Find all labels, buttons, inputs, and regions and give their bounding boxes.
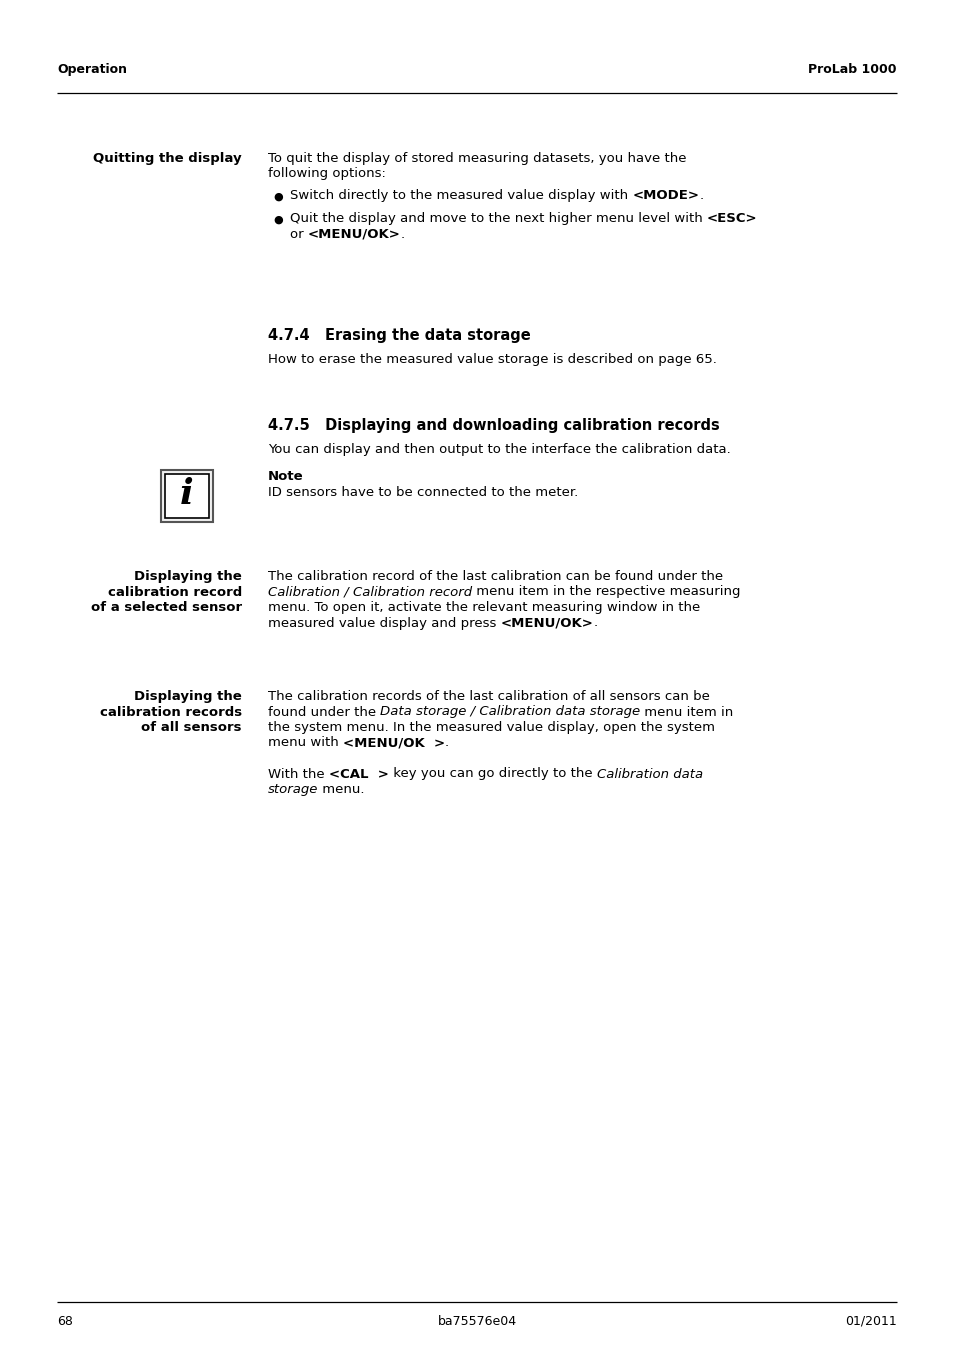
Text: storage: storage bbox=[268, 784, 318, 796]
Text: key you can go directly to the: key you can go directly to the bbox=[388, 767, 596, 781]
Text: <MENU/OK  >: <MENU/OK > bbox=[343, 736, 445, 750]
Text: .: . bbox=[699, 189, 702, 203]
Text: <CAL  >: <CAL > bbox=[329, 767, 388, 781]
Text: the system menu. In the measured value display, open the system: the system menu. In the measured value d… bbox=[268, 721, 714, 734]
Text: <MENU/OK>: <MENU/OK> bbox=[308, 228, 400, 240]
Text: ba75576e04: ba75576e04 bbox=[437, 1315, 516, 1328]
Text: <ESC>: <ESC> bbox=[706, 212, 757, 226]
Text: 4.7.4   Erasing the data storage: 4.7.4 Erasing the data storage bbox=[268, 328, 530, 343]
Text: ●: ● bbox=[273, 192, 282, 201]
Text: Quit the display and move to the next higher menu level with: Quit the display and move to the next hi… bbox=[290, 212, 706, 226]
Text: Calibration / Calibration record: Calibration / Calibration record bbox=[268, 585, 472, 598]
Text: ●: ● bbox=[273, 215, 282, 224]
Text: menu with: menu with bbox=[268, 736, 343, 750]
Text: Calibration data: Calibration data bbox=[596, 767, 702, 781]
FancyBboxPatch shape bbox=[165, 474, 209, 517]
Text: <MENU/OK>: <MENU/OK> bbox=[500, 616, 593, 630]
Text: 68: 68 bbox=[57, 1315, 72, 1328]
Text: Switch directly to the measured value display with: Switch directly to the measured value di… bbox=[290, 189, 632, 203]
Text: The calibration record of the last calibration can be found under the: The calibration record of the last calib… bbox=[268, 570, 722, 584]
Text: menu item in: menu item in bbox=[639, 705, 733, 719]
Text: menu. To open it, activate the relevant measuring window in the: menu. To open it, activate the relevant … bbox=[268, 601, 700, 613]
Text: of a selected sensor: of a selected sensor bbox=[91, 601, 242, 613]
Text: ProLab 1000: ProLab 1000 bbox=[807, 63, 896, 76]
Text: The calibration records of the last calibration of all sensors can be: The calibration records of the last cali… bbox=[268, 690, 709, 703]
Text: Data storage / Calibration data storage: Data storage / Calibration data storage bbox=[380, 705, 639, 719]
Text: How to erase the measured value storage is described on page 65.: How to erase the measured value storage … bbox=[268, 353, 716, 366]
Text: Displaying the: Displaying the bbox=[134, 570, 242, 584]
Text: found under the: found under the bbox=[268, 705, 380, 719]
FancyBboxPatch shape bbox=[161, 470, 213, 521]
Text: .: . bbox=[593, 616, 597, 630]
Text: menu item in the respective measuring: menu item in the respective measuring bbox=[472, 585, 740, 598]
Text: Note: Note bbox=[268, 470, 303, 484]
Text: Displaying the: Displaying the bbox=[134, 690, 242, 703]
Text: .: . bbox=[400, 228, 404, 240]
Text: Operation: Operation bbox=[57, 63, 127, 76]
Text: ID sensors have to be connected to the meter.: ID sensors have to be connected to the m… bbox=[268, 486, 578, 499]
Text: calibration record: calibration record bbox=[108, 585, 242, 598]
Text: 4.7.5   Displaying and downloading calibration records: 4.7.5 Displaying and downloading calibra… bbox=[268, 417, 719, 434]
Text: Quitting the display: Quitting the display bbox=[93, 153, 242, 165]
Text: menu.: menu. bbox=[318, 784, 364, 796]
Text: or: or bbox=[290, 228, 308, 240]
Text: following options:: following options: bbox=[268, 168, 385, 181]
Text: of all sensors: of all sensors bbox=[141, 721, 242, 734]
Text: measured value display and press: measured value display and press bbox=[268, 616, 500, 630]
Text: To quit the display of stored measuring datasets, you have the: To quit the display of stored measuring … bbox=[268, 153, 686, 165]
Text: You can display and then output to the interface the calibration data.: You can display and then output to the i… bbox=[268, 443, 730, 457]
Text: With the: With the bbox=[268, 767, 329, 781]
Text: <MODE>: <MODE> bbox=[632, 189, 699, 203]
Text: calibration records: calibration records bbox=[100, 705, 242, 719]
Text: 01/2011: 01/2011 bbox=[844, 1315, 896, 1328]
Text: i: i bbox=[180, 477, 193, 511]
Text: .: . bbox=[445, 736, 449, 750]
